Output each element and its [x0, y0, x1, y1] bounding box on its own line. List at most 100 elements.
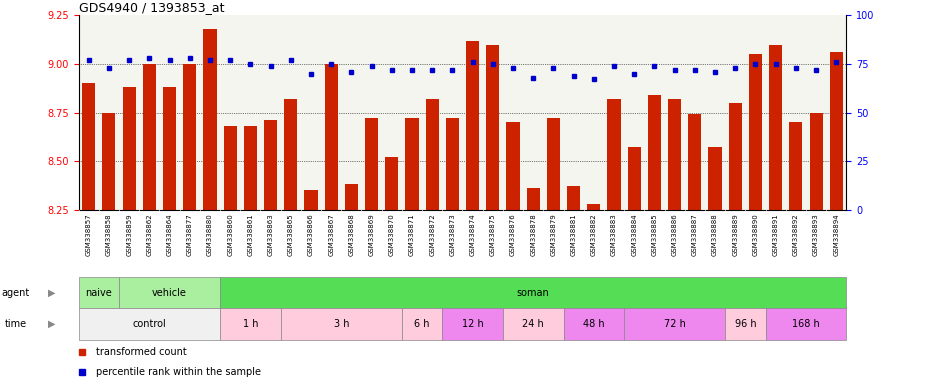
Bar [567, 186, 580, 210]
Bar [325, 64, 338, 210]
Text: 6 h: 6 h [414, 319, 430, 329]
Text: GSM338867: GSM338867 [328, 213, 334, 256]
Text: GSM338880: GSM338880 [207, 213, 213, 256]
Text: GSM338866: GSM338866 [308, 213, 314, 256]
Text: GSM338872: GSM338872 [429, 213, 435, 256]
Bar [82, 83, 95, 210]
Bar [466, 41, 479, 210]
Text: GSM338884: GSM338884 [631, 213, 637, 256]
Bar [204, 29, 216, 210]
Text: GSM338885: GSM338885 [651, 213, 658, 256]
Bar [587, 204, 600, 210]
Text: GSM338881: GSM338881 [571, 213, 576, 256]
Text: control: control [132, 319, 166, 329]
Text: GSM338874: GSM338874 [470, 213, 475, 256]
Bar [123, 87, 136, 210]
Bar [264, 120, 278, 210]
Bar [79, 308, 220, 340]
Bar [280, 308, 401, 340]
Bar [183, 64, 196, 210]
Bar [345, 184, 358, 210]
Text: GSM338882: GSM338882 [591, 213, 597, 256]
Bar [401, 308, 442, 340]
Text: ▶: ▶ [48, 288, 55, 298]
Bar [608, 99, 621, 210]
Bar [163, 87, 176, 210]
Text: GSM338893: GSM338893 [813, 213, 819, 256]
Text: GSM338894: GSM338894 [833, 213, 839, 256]
Bar [442, 308, 503, 340]
Bar [769, 45, 783, 210]
Bar [503, 308, 563, 340]
Text: 3 h: 3 h [334, 319, 349, 329]
Text: 24 h: 24 h [523, 319, 544, 329]
Text: GSM338868: GSM338868 [349, 213, 354, 256]
Bar [766, 308, 846, 340]
Text: GSM338863: GSM338863 [267, 213, 274, 256]
Text: agent: agent [1, 288, 30, 298]
Text: GSM338888: GSM338888 [712, 213, 718, 256]
Text: GSM338891: GSM338891 [772, 213, 779, 256]
Bar [628, 147, 641, 210]
Bar [547, 118, 560, 210]
Bar [487, 45, 500, 210]
Bar [385, 157, 399, 210]
Text: percentile rank within the sample: percentile rank within the sample [95, 367, 261, 377]
Bar [830, 52, 843, 210]
Bar [648, 95, 661, 210]
Bar [446, 118, 459, 210]
Text: GSM338859: GSM338859 [126, 213, 132, 256]
Text: GSM338887: GSM338887 [692, 213, 697, 256]
Bar [142, 64, 156, 210]
Text: 12 h: 12 h [462, 319, 484, 329]
Text: GSM338871: GSM338871 [409, 213, 415, 256]
Bar [284, 99, 297, 210]
Text: transformed count: transformed count [95, 347, 186, 357]
Bar [563, 308, 624, 340]
Text: GSM338875: GSM338875 [490, 213, 496, 256]
Bar [220, 277, 846, 308]
Bar [789, 122, 802, 210]
Text: 48 h: 48 h [583, 319, 605, 329]
Text: soman: soman [517, 288, 549, 298]
Text: GSM338865: GSM338865 [288, 213, 294, 256]
Bar [103, 113, 116, 210]
Text: GSM338890: GSM338890 [752, 213, 758, 256]
Text: GSM338869: GSM338869 [368, 213, 375, 256]
Bar [668, 99, 681, 210]
Text: GSM338877: GSM338877 [187, 213, 192, 256]
Text: GSM338873: GSM338873 [450, 213, 455, 256]
Text: 1 h: 1 h [242, 319, 258, 329]
Text: 168 h: 168 h [792, 319, 820, 329]
Bar [426, 99, 438, 210]
Bar [365, 118, 378, 210]
Bar [725, 308, 766, 340]
Text: GSM338861: GSM338861 [247, 213, 253, 256]
Bar [405, 118, 418, 210]
Text: naive: naive [85, 288, 112, 298]
Bar [624, 308, 725, 340]
Text: GSM338858: GSM338858 [106, 213, 112, 256]
Text: GSM338892: GSM338892 [793, 213, 799, 256]
Bar [79, 277, 119, 308]
Bar [119, 277, 220, 308]
Bar [688, 114, 701, 210]
Text: ▶: ▶ [48, 319, 55, 329]
Text: GSM338886: GSM338886 [672, 213, 678, 256]
Text: GSM338860: GSM338860 [228, 213, 233, 256]
Bar [526, 188, 540, 210]
Text: GSM338883: GSM338883 [611, 213, 617, 256]
Bar [304, 190, 317, 210]
Bar [809, 113, 822, 210]
Text: time: time [5, 319, 27, 329]
Text: vehicle: vehicle [152, 288, 187, 298]
Text: GSM338864: GSM338864 [166, 213, 173, 256]
Text: GSM338862: GSM338862 [146, 213, 153, 256]
Bar [729, 103, 742, 210]
Bar [507, 122, 520, 210]
Text: GDS4940 / 1393853_at: GDS4940 / 1393853_at [79, 1, 224, 14]
Text: GSM338857: GSM338857 [86, 213, 92, 256]
Bar [224, 126, 237, 210]
Text: 72 h: 72 h [664, 319, 685, 329]
Bar [220, 308, 280, 340]
